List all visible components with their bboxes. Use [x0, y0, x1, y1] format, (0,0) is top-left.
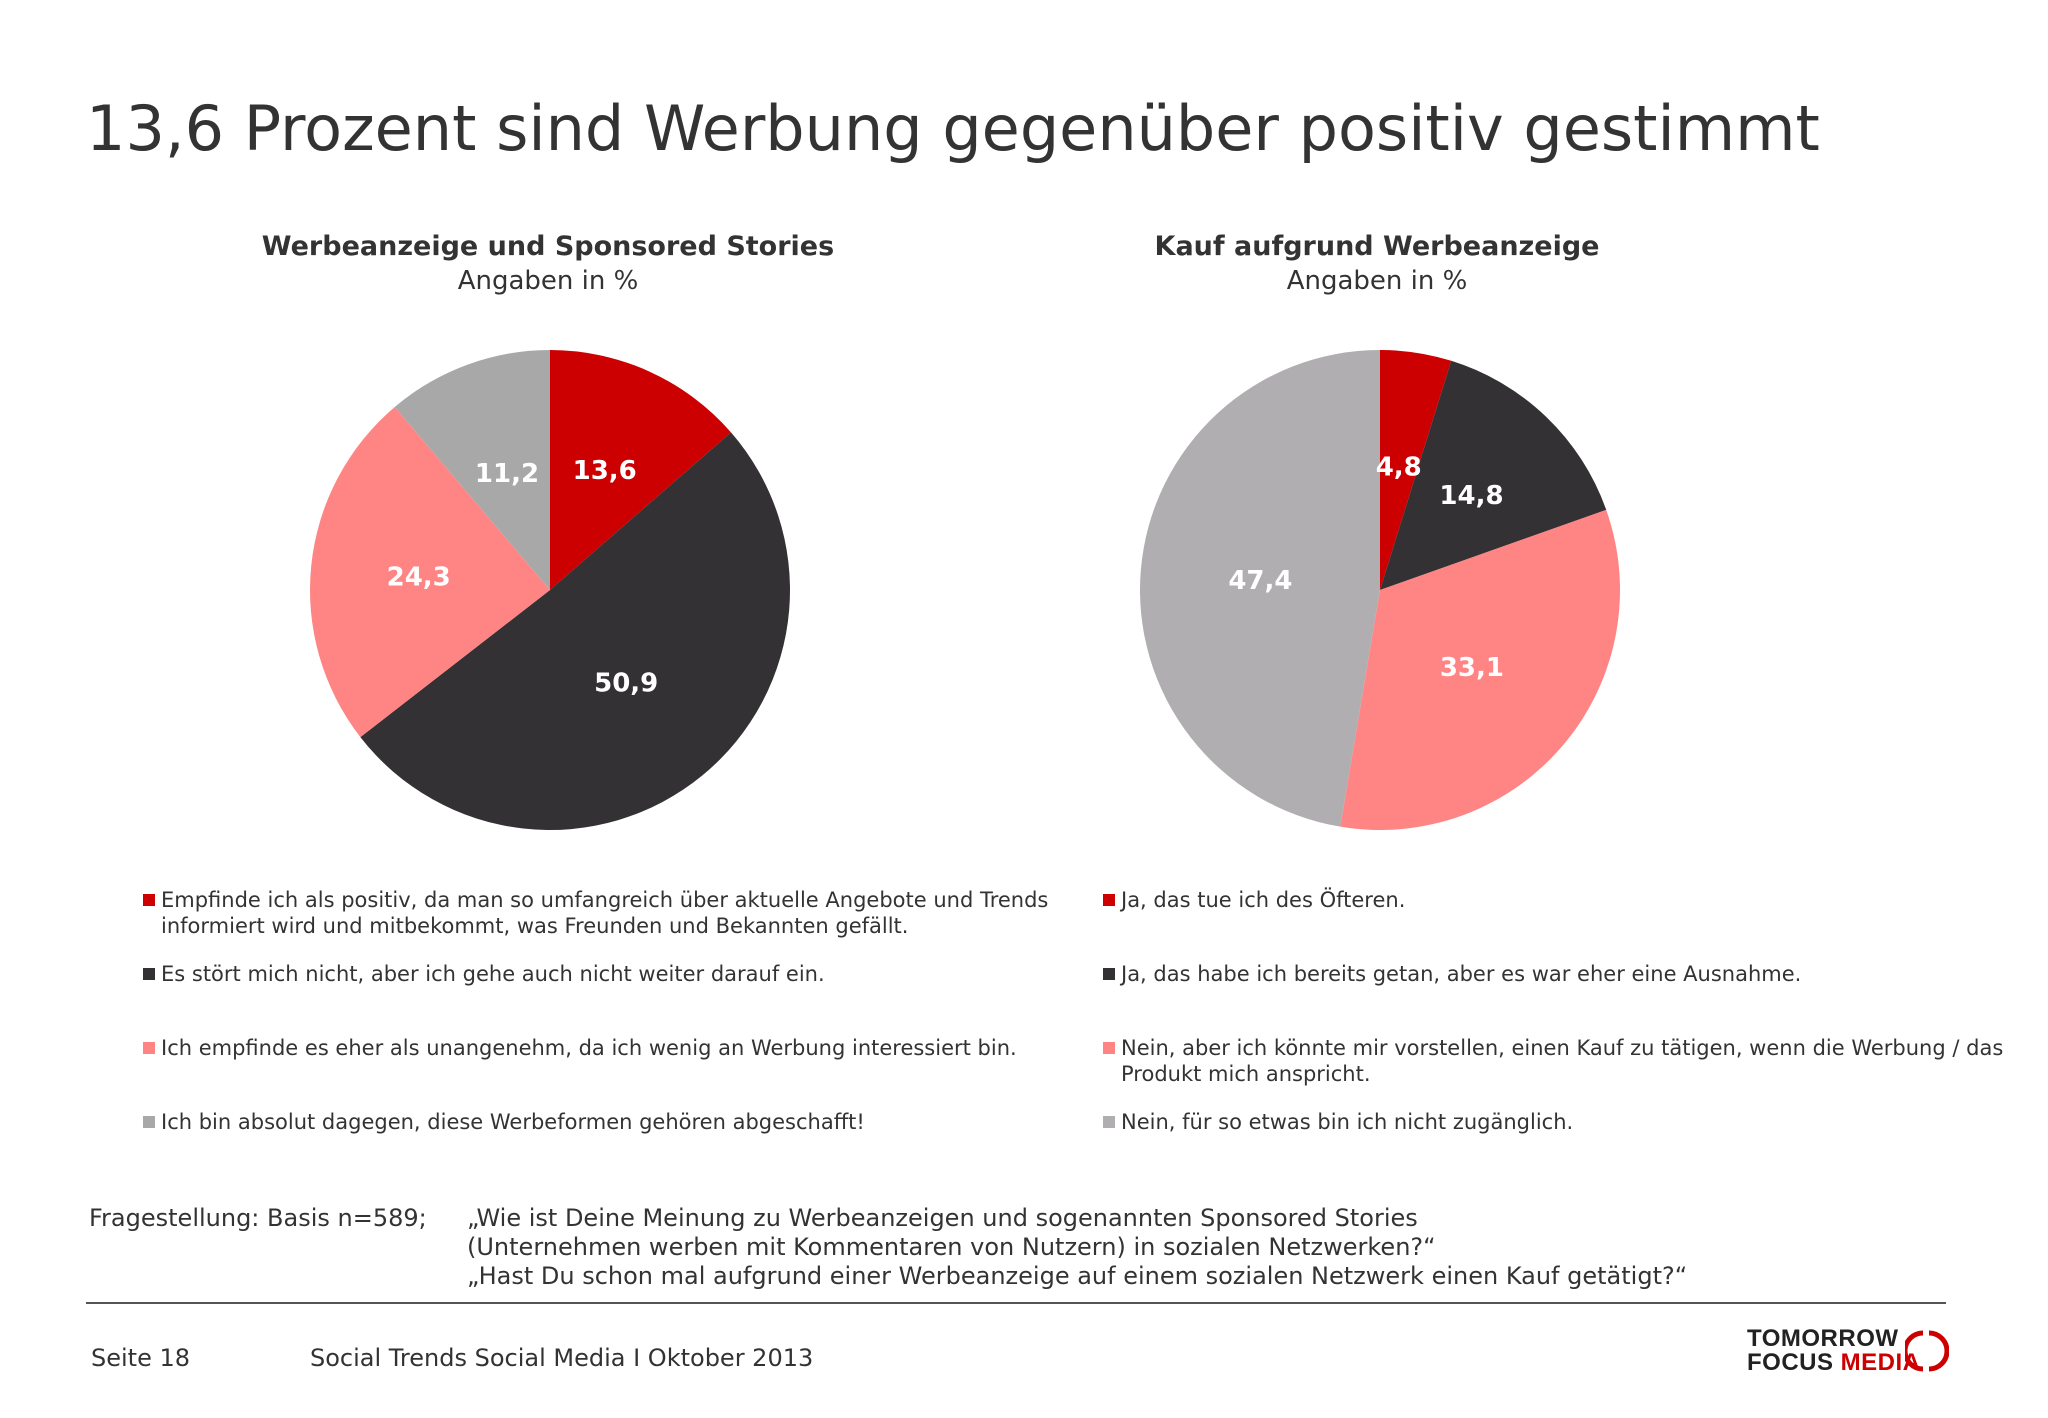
legend-item: Nein, für so etwas bin ich nicht zugängl…	[1103, 1109, 2043, 1135]
legend-swatch	[143, 894, 155, 906]
legend-label: Nein, aber ich könnte mir vorstellen, ei…	[1121, 1036, 2004, 1086]
question-basis: Fragestellung: Basis n=589;	[89, 1204, 427, 1232]
legend-item: Empfinde ich als positiv, da man so umfa…	[143, 887, 1083, 939]
legend-swatch	[1103, 1042, 1115, 1054]
legend-label: Es stört mich nicht, aber ich gehe auch …	[161, 962, 825, 986]
chart-header-left: Werbeanzeige und Sponsored Stories Angab…	[198, 231, 898, 296]
pie-slice	[1140, 350, 1380, 827]
logo-line1: TOMORROW	[1747, 1325, 1899, 1352]
pie-slice	[394, 350, 550, 590]
legend-label: Ich bin absolut dagegen, diese Werbeform…	[161, 1110, 865, 1134]
legend-item: Ich bin absolut dagegen, diese Werbeform…	[143, 1109, 1083, 1135]
chart-title: Werbeanzeige und Sponsored Stories	[261, 231, 835, 262]
pie-slice	[1380, 350, 1452, 590]
legend-label: Empfinde ich als positiv, da man so umfa…	[161, 888, 1049, 938]
legend-swatch	[1103, 894, 1115, 906]
question-text: „Wie ist Deine Meinung zu Werbeanzeigen …	[467, 1204, 1687, 1291]
footer-source: Social Trends Social Media I Oktober 201…	[310, 1344, 814, 1372]
legend-label: Ich empfinde es eher als unangenehm, da …	[161, 1036, 1017, 1060]
data-label: 47,4	[1228, 566, 1292, 596]
legend-label: Ja, das tue ich des Öfteren.	[1121, 888, 1406, 912]
data-label: 50,9	[594, 669, 658, 699]
data-label: 14,8	[1439, 481, 1503, 511]
legend-item: Es stört mich nicht, aber ich gehe auch …	[143, 961, 1083, 987]
legend-swatch	[143, 968, 155, 980]
pie-slice	[310, 407, 550, 738]
pie-chart-left: 13,6 50,9 24,3 11,2	[310, 350, 790, 830]
chart-title: Kauf aufgrund Werbeanzeige	[1154, 231, 1600, 262]
question-line: (Unternehmen werben mit Kommentaren von …	[467, 1233, 1436, 1261]
data-label: 13,6	[573, 456, 637, 486]
page-title: 13,6 Prozent sind Werbung gegenüber posi…	[86, 92, 1820, 165]
data-label: 33,1	[1440, 653, 1504, 683]
logo-focus: FOCUS	[1747, 1349, 1841, 1376]
question-line: „Hast Du schon mal aufgrund einer Werbea…	[467, 1262, 1688, 1290]
data-label: 24,3	[387, 562, 451, 592]
logo-line2: FOCUS MEDIA	[1747, 1349, 1921, 1377]
legend-label: Ja, das habe ich bereits getan, aber es …	[1121, 962, 1802, 986]
legend-swatch	[143, 1042, 155, 1054]
legend-item: Ja, das habe ich bereits getan, aber es …	[1103, 961, 2043, 987]
page-number: Seite 18	[91, 1344, 191, 1372]
legend-swatch	[1103, 1116, 1115, 1128]
data-label: 4,8	[1376, 453, 1422, 483]
legend-swatch	[1103, 968, 1115, 980]
legend-item: Ich empfinde es eher als unangenehm, da …	[143, 1035, 1083, 1061]
chart-subtitle: Angaben in %	[1286, 266, 1468, 296]
legend-item: Nein, aber ich könnte mir vorstellen, ei…	[1103, 1035, 2043, 1087]
pie-slice	[550, 350, 732, 590]
chart-header-right: Kauf aufgrund Werbeanzeige Angaben in %	[1027, 231, 1727, 296]
pie-slice	[360, 432, 790, 830]
legend-item: Ja, das tue ich des Öfteren.	[1103, 887, 2043, 913]
question-line: „Wie ist Deine Meinung zu Werbeanzeigen …	[467, 1204, 1418, 1232]
data-label: 11,2	[475, 459, 539, 489]
pie-slice	[1380, 360, 1607, 590]
footer-divider	[86, 1302, 1946, 1304]
pie-slice	[1340, 509, 1620, 830]
legend-swatch	[143, 1116, 155, 1128]
legend-label: Nein, für so etwas bin ich nicht zugängl…	[1121, 1110, 1574, 1134]
company-logo: TOMORROW FOCUS MEDIA	[1747, 1325, 1957, 1377]
logo-circle-icon	[1905, 1330, 1949, 1372]
chart-subtitle: Angaben in %	[457, 266, 639, 296]
pie-chart-right: 4,8 14,8 33,1 47,4	[1140, 350, 1620, 830]
